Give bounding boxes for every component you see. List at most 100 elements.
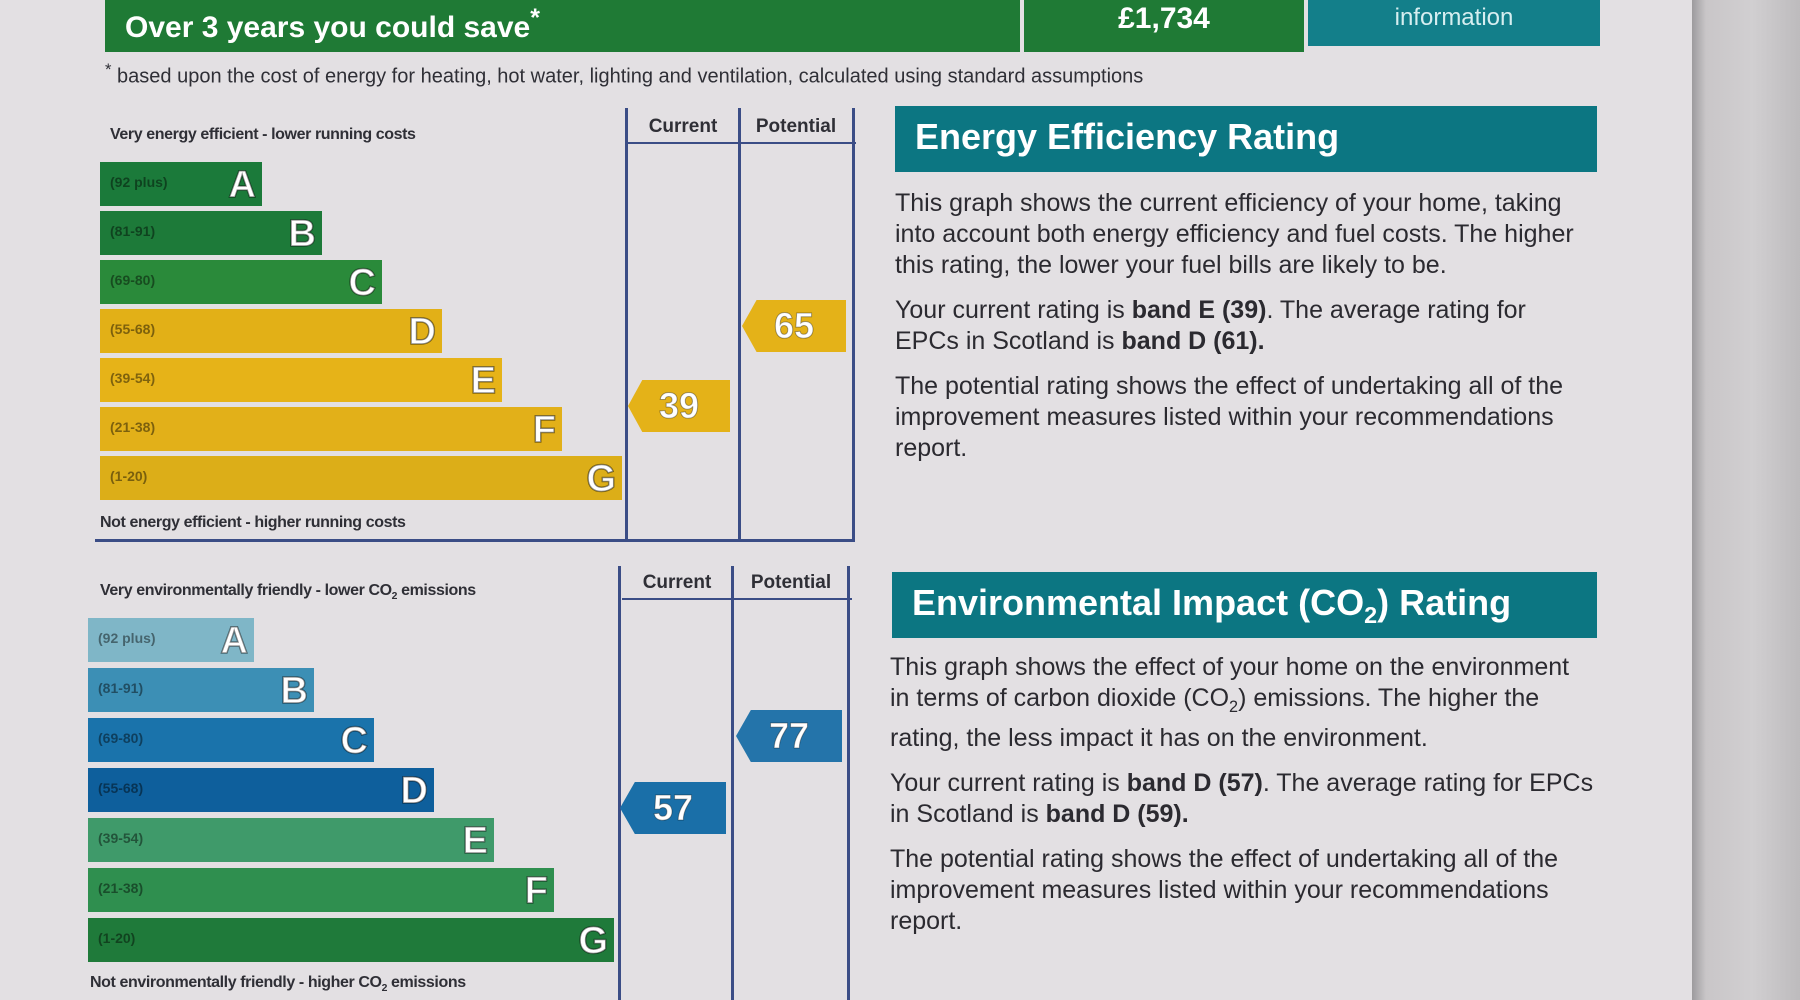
env-title-sub: 2 (1364, 602, 1378, 629)
bottom-label-end: emissions (387, 974, 466, 991)
energy-panel-para-2: Your current rating is band E (39). The … (895, 295, 1595, 357)
band-range-label: (1-20) (110, 468, 148, 484)
column-bottom-rule (95, 539, 855, 542)
env-average-band: band D (59). (1045, 800, 1189, 828)
potential-column-header: Potential (750, 572, 832, 593)
savings-footnote: * based upon the cost of energy for heat… (105, 60, 1405, 89)
energy-panel-title: Energy Efficiency Rating (895, 106, 1597, 172)
env-panel-para-3: The potential rating shows the effect of… (890, 845, 1559, 935)
energy-panel-para-1: This graph shows the current efficiency … (895, 189, 1574, 279)
top-label-text: Very environmentally friendly - lower CO (100, 582, 392, 599)
potential-column-header: Potential (755, 116, 837, 137)
band-letter: C (340, 719, 369, 763)
band-letter: G (578, 919, 609, 963)
energy-efficiency-chart: Very energy efficient - lower running co… (0, 0, 870, 550)
band-letter: F (532, 408, 557, 452)
rating-band-f: (21-38) F (100, 407, 562, 452)
band-letter: F (524, 869, 549, 913)
band-letter: G (586, 457, 617, 501)
savings-label: Over 3 years you could save (125, 11, 531, 44)
footnote-mark: * (105, 60, 112, 79)
savings-footnote-mark: * (530, 4, 540, 32)
current-rating-arrow: 39 (628, 380, 730, 432)
current-rating-arrow: 57 (620, 782, 726, 834)
rating-band-c: (69-80) C (100, 260, 382, 305)
footnote-text: based upon the cost of energy for heatin… (117, 65, 1144, 88)
env-para1-a: This graph shows the effect of your home… (890, 653, 1570, 712)
energy-panel-para-3: The potential rating shows the effect of… (895, 372, 1564, 462)
column-divider (731, 566, 734, 1000)
env-current-band: band D (57) (1126, 769, 1263, 797)
top-label-end: emissions (397, 582, 476, 599)
rating-band-d: (55-68) D (100, 309, 442, 354)
band-range-label: (92 plus) (110, 174, 168, 190)
column-header-rule (622, 598, 852, 600)
current-column-header: Current (642, 572, 712, 593)
band-range-label: (21-38) (110, 419, 156, 435)
band-range-label: (81-91) (110, 223, 156, 239)
rating-band-b: (81-91) B (88, 668, 314, 713)
bottom-label-sub: 2 (381, 983, 388, 995)
env-para2-c: . The average rating for EPCs in Scotlan… (890, 769, 1594, 828)
energy-panel-body: This graph shows the current efficiency … (895, 188, 1595, 478)
band-range-label: (1-20) (98, 930, 136, 946)
band-range-label: (55-68) (110, 321, 156, 337)
energy-para2-a: Your current rating is (895, 296, 1132, 324)
chart-bottom-label: Not energy efficient - higher running co… (100, 514, 406, 531)
rating-band-g: (1-20) G (100, 456, 622, 501)
rating-band-b: (81-91) B (100, 211, 322, 256)
potential-rating-arrow: 77 (736, 710, 842, 762)
chart-top-label: Very environmentally friendly - lower CO… (100, 582, 476, 602)
energy-para2-c: . The average rating for EPCs in Scotlan… (895, 296, 1526, 355)
env-para2-a: Your current rating is (890, 769, 1127, 797)
savings-banner: Over 3 years you could save* (105, 0, 1020, 52)
rating-band-a: (92 plus) A (88, 618, 254, 663)
env-panel-title: Environmental Impact (CO2) Rating (892, 572, 1597, 638)
band-letter: E (462, 819, 489, 863)
band-letter: A (220, 619, 249, 663)
energy-average-band: band D (61). (1121, 327, 1265, 355)
band-letter: D (400, 769, 429, 813)
band-letter: C (348, 261, 377, 305)
band-range-label: (39-54) (110, 370, 156, 386)
rating-band-e: (39-54) E (88, 818, 494, 863)
top-label-sub: 2 (391, 591, 398, 603)
env-panel-para-1: This graph shows the effect of your home… (890, 652, 1595, 754)
band-letter: B (280, 669, 309, 713)
current-column-header: Current (648, 116, 718, 137)
env-title-a: Environmental Impact (CO (912, 582, 1365, 623)
env-panel-para-2: Your current rating is band D (57). The … (890, 768, 1595, 830)
band-range-label: (92 plus) (98, 630, 156, 646)
band-range-label: (21-38) (98, 880, 144, 896)
rating-band-a: (92 plus) A (100, 162, 262, 207)
band-range-label: (55-68) (98, 780, 144, 796)
band-letter: D (408, 310, 437, 354)
band-letter: B (288, 212, 317, 256)
band-letter: A (228, 163, 257, 207)
rating-band-f: (21-38) F (88, 868, 554, 913)
band-letter: E (470, 359, 497, 403)
energy-current-band: band E (39) (1131, 296, 1267, 324)
chart-bottom-label: Not environmentally friendly - higher CO… (90, 974, 466, 994)
column-header-rule (628, 142, 856, 144)
rating-band-g: (1-20) G (88, 918, 614, 963)
band-range-label: (69-80) (110, 272, 156, 288)
column-divider (738, 108, 741, 542)
page-edge-shadow (1692, 0, 1800, 1000)
rating-columns-frame (625, 108, 855, 542)
band-range-label: (81-91) (98, 680, 144, 696)
information-box: information (1308, 0, 1600, 46)
env-panel-body: This graph shows the effect of your home… (890, 652, 1595, 951)
chart-top-label: Very energy efficient - lower running co… (110, 126, 416, 143)
env-para1-b: ) emissions. The higher the rating, the … (890, 684, 1540, 752)
env-title-b: ) Rating (1377, 582, 1512, 623)
band-range-label: (69-80) (98, 730, 144, 746)
band-range-label: (39-54) (98, 830, 144, 846)
environmental-impact-chart: Very environmentally friendly - lower CO… (0, 0, 870, 1000)
rating-band-c: (69-80) C (88, 718, 374, 763)
potential-rating-arrow: 65 (742, 300, 846, 352)
env-para1-sub: 2 (1229, 698, 1239, 716)
rating-columns-frame (618, 566, 850, 1000)
rating-band-d: (55-68) D (88, 768, 434, 813)
bottom-label-text: Not environmentally friendly - higher CO (90, 974, 382, 991)
